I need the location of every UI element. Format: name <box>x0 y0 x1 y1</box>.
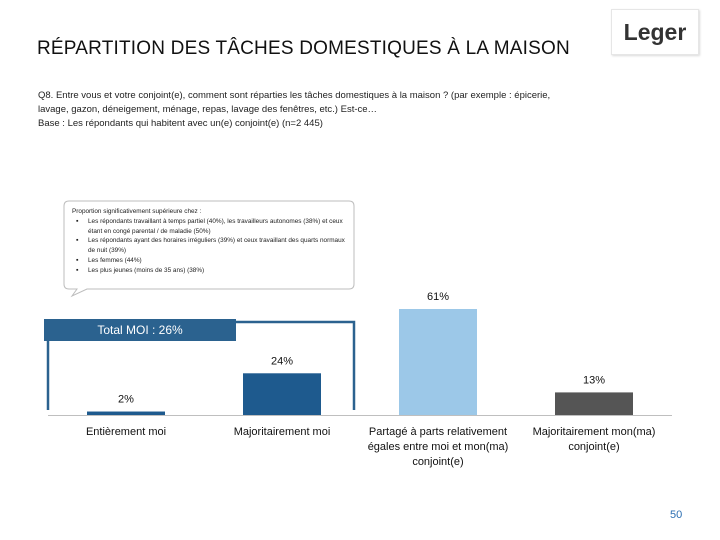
question-line-1: Q8. Entre vous et votre conjoint(e), com… <box>38 90 551 101</box>
question-line-2: lavage, gazon, déneigement, ménage, repa… <box>38 104 378 115</box>
logo-text: Leger <box>624 19 687 45</box>
data-label: 2% <box>118 394 134 406</box>
callout-item: Les femmes (44%) <box>76 256 348 266</box>
bar <box>399 309 477 415</box>
slide-title: RÉPARTITION DES TÂCHES DOMESTIQUES À LA … <box>37 38 570 59</box>
data-label: 13% <box>583 374 605 386</box>
category-label: Majoritairement mon(ma) conjoint(e) <box>532 426 656 453</box>
total-moi-label: Total MOI : 26% <box>44 319 236 341</box>
data-label: 24% <box>271 355 293 367</box>
category-label: Partagé à parts relativement égales entre… <box>367 426 509 468</box>
callout-item: Les répondants ayant des horaires irrégu… <box>76 236 348 256</box>
bar <box>243 373 321 415</box>
question-text: Q8. Entre vous et votre conjoint(e), com… <box>38 89 638 131</box>
callout-heading: Proportion significativement supérieure … <box>72 208 202 215</box>
category-label: Majoritairement moi <box>233 426 331 438</box>
category-label: Entièrement moi <box>85 426 167 438</box>
leger-logo: Leger <box>611 9 699 55</box>
bar <box>555 392 633 415</box>
base-text: Base : Les répondants qui habitent avec … <box>38 118 323 129</box>
callout-item: Les plus jeunes (moins de 35 ans) (38%) <box>76 266 348 276</box>
callout-item: Les répondants travaillant à temps parti… <box>76 217 348 237</box>
significance-callout: Proportion significativement supérieure … <box>63 200 355 298</box>
bar <box>87 411 165 415</box>
page-number: 50 <box>670 509 683 521</box>
data-label: 61% <box>427 291 449 303</box>
